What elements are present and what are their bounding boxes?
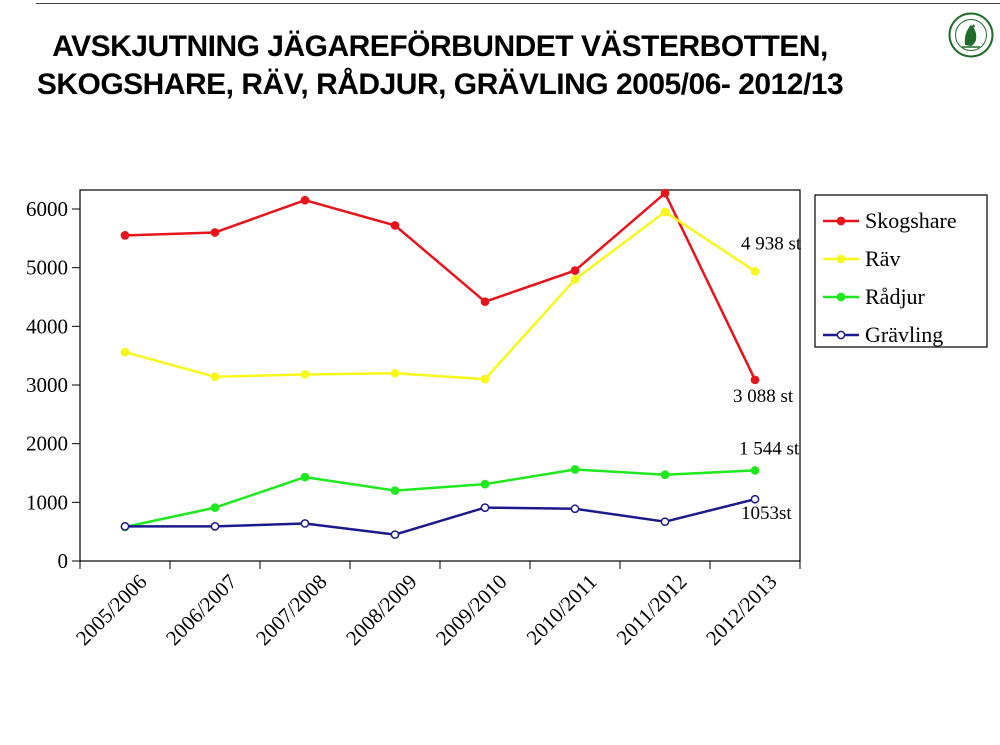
legend-label-rav: Räv [865, 246, 900, 271]
data-point-skogshare [570, 266, 580, 275]
x-tick-label: 2010/2011 [522, 570, 602, 650]
data-point-gravling [120, 522, 130, 531]
annotation-gravling: 1053st [741, 503, 792, 524]
data-point-rav [210, 372, 220, 382]
data-point-skogshare [390, 221, 400, 230]
jagareforbundet-logo [948, 12, 994, 58]
data-point-radjur [750, 466, 760, 475]
title-line-1: AVSKJUTNING JÄGAREFÖRBUNDET VÄSTERBOTTEN… [52, 30, 828, 63]
data-point-skogshare [480, 297, 490, 307]
top-rule [36, 3, 1000, 4]
data-point-gravling [660, 517, 670, 527]
x-tick-label: 2009/2010 [431, 570, 511, 650]
series-line-skogshare [124, 191, 757, 381]
data-point-rav [660, 207, 670, 217]
y-tick-label: 2000 [26, 432, 68, 456]
data-point-radjur [570, 465, 580, 474]
title-line-2: SKOGSHARE, RÄV, RÅDJUR, GRÄVLING 2005/06… [36, 68, 844, 101]
data-point-gravling [210, 522, 220, 531]
legend-label-gravling: Grävling [865, 322, 943, 347]
annotation-skogshare: 3 088 st [733, 386, 794, 407]
legend-marker-radjur [836, 292, 846, 302]
y-tick-label: 6000 [26, 197, 68, 221]
legend-label-skogshare: Skogshare [865, 208, 957, 233]
data-point-radjur [660, 470, 670, 480]
data-point-gravling [750, 494, 760, 504]
data-point-radjur [480, 479, 490, 489]
page-title: AVSKJUTNING JÄGAREFÖRBUNDET VÄSTERBOTTEN… [0, 28, 880, 104]
x-tick-label: 2008/2009 [341, 570, 421, 650]
data-point-rav [300, 370, 310, 379]
legend-marker-gravling [836, 330, 846, 340]
data-point-skogshare [750, 375, 760, 385]
data-point-gravling [570, 504, 580, 514]
data-point-gravling [480, 503, 490, 512]
data-point-rav [120, 347, 130, 357]
data-point-radjur [210, 503, 220, 512]
data-point-skogshare [300, 195, 310, 205]
y-tick-label: 1000 [26, 490, 68, 514]
y-tick-label: 3000 [26, 373, 68, 397]
x-tick-label: 2006/2007 [161, 570, 241, 650]
data-point-skogshare [120, 231, 130, 240]
x-tick-label: 2011/2012 [612, 570, 692, 650]
data-point-radjur [300, 472, 310, 482]
annotation-rav: 4 938 st [741, 233, 802, 254]
data-point-skogshare [210, 228, 220, 237]
legend-label-radjur: Rådjur [865, 284, 926, 309]
legend [814, 194, 988, 348]
data-point-radjur [390, 486, 400, 495]
x-tick-label: 2012/2013 [701, 570, 781, 650]
x-tick-label: 2007/2008 [251, 570, 331, 650]
annotation-radjur: 1 544 st [739, 438, 800, 459]
y-tick-label: 0 [58, 549, 69, 573]
series-line-rav [124, 210, 756, 381]
data-point-rav [570, 275, 580, 284]
series-line-radjur [124, 468, 756, 529]
data-point-skogshare [660, 188, 670, 198]
legend-marker-skogshare [836, 216, 846, 226]
x-tick-label: 2005/2006 [71, 570, 151, 650]
data-point-gravling [300, 519, 310, 528]
y-tick-label: 4000 [26, 314, 68, 338]
data-point-rav [480, 374, 490, 384]
data-point-rav [750, 266, 760, 276]
data-point-gravling [390, 530, 400, 539]
data-point-rav [390, 368, 400, 378]
y-tick-label: 5000 [26, 256, 68, 280]
series-line-gravling [125, 498, 756, 536]
legend-marker-rav [836, 254, 846, 264]
